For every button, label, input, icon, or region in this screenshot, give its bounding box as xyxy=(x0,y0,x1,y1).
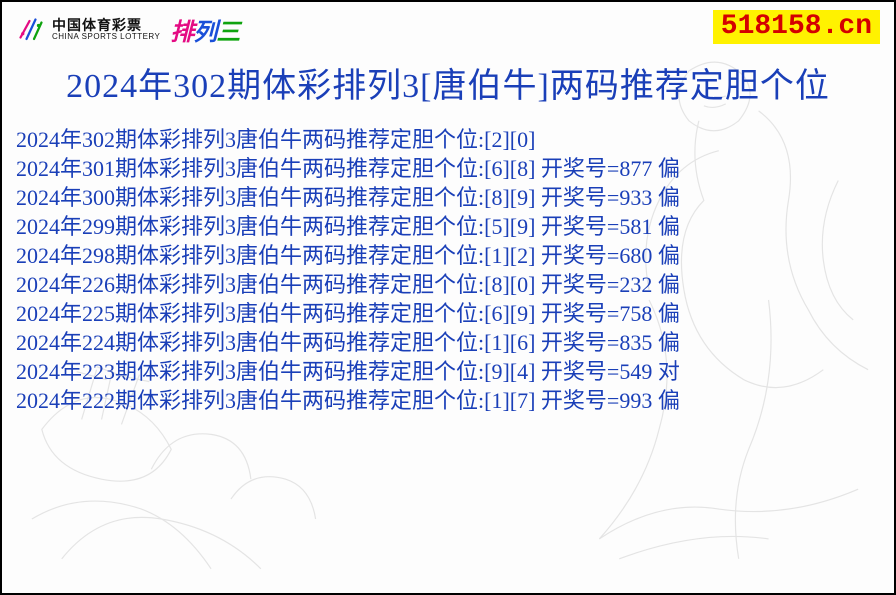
logo-text: 中国体育彩票 CHINA SPORTS LOTTERY xyxy=(52,18,160,41)
content-area: 中国体育彩票 CHINA SPORTS LOTTERY 排列三 518158.c… xyxy=(2,2,894,425)
lottery-logo: 中国体育彩票 CHINA SPORTS LOTTERY 排列三 xyxy=(16,10,239,47)
header: 中国体育彩票 CHINA SPORTS LOTTERY 排列三 518158.c… xyxy=(16,10,880,54)
prediction-row: 2024年222期体彩排列3唐伯牛两码推荐定胆个位:[1][7] 开奖号=993… xyxy=(16,386,880,415)
logo-mark-icon xyxy=(16,15,46,45)
prediction-row: 2024年223期体彩排列3唐伯牛两码推荐定胆个位:[9][4] 开奖号=549… xyxy=(16,357,880,386)
prediction-row: 2024年299期体彩排列3唐伯牛两码推荐定胆个位:[5][9] 开奖号=581… xyxy=(16,212,880,241)
logo-chinese: 中国体育彩票 xyxy=(52,18,160,33)
prediction-row: 2024年224期体彩排列3唐伯牛两码推荐定胆个位:[1][6] 开奖号=835… xyxy=(16,328,880,357)
product-char-3: 三 xyxy=(216,19,239,46)
product-name: 排列三 xyxy=(170,12,239,47)
product-char-1: 排 xyxy=(170,19,193,46)
prediction-list: 2024年302期体彩排列3唐伯牛两码推荐定胆个位:[2][0]2024年301… xyxy=(16,125,880,415)
product-char-2: 列 xyxy=(193,19,216,46)
prediction-row: 2024年300期体彩排列3唐伯牛两码推荐定胆个位:[8][9] 开奖号=933… xyxy=(16,183,880,212)
page-frame: 中国体育彩票 CHINA SPORTS LOTTERY 排列三 518158.c… xyxy=(0,0,896,595)
page-title: 2024年302期体彩排列3[唐伯牛]两码推荐定胆个位 xyxy=(16,58,880,107)
prediction-row: 2024年226期体彩排列3唐伯牛两码推荐定胆个位:[8][0] 开奖号=232… xyxy=(16,270,880,299)
prediction-row: 2024年301期体彩排列3唐伯牛两码推荐定胆个位:[6][8] 开奖号=877… xyxy=(16,154,880,183)
prediction-row: 2024年302期体彩排列3唐伯牛两码推荐定胆个位:[2][0] xyxy=(16,125,880,154)
prediction-row: 2024年298期体彩排列3唐伯牛两码推荐定胆个位:[1][2] 开奖号=680… xyxy=(16,241,880,270)
prediction-row: 2024年225期体彩排列3唐伯牛两码推荐定胆个位:[6][9] 开奖号=758… xyxy=(16,299,880,328)
logo-english: CHINA SPORTS LOTTERY xyxy=(52,33,160,41)
site-badge: 518158.cn xyxy=(713,10,880,44)
